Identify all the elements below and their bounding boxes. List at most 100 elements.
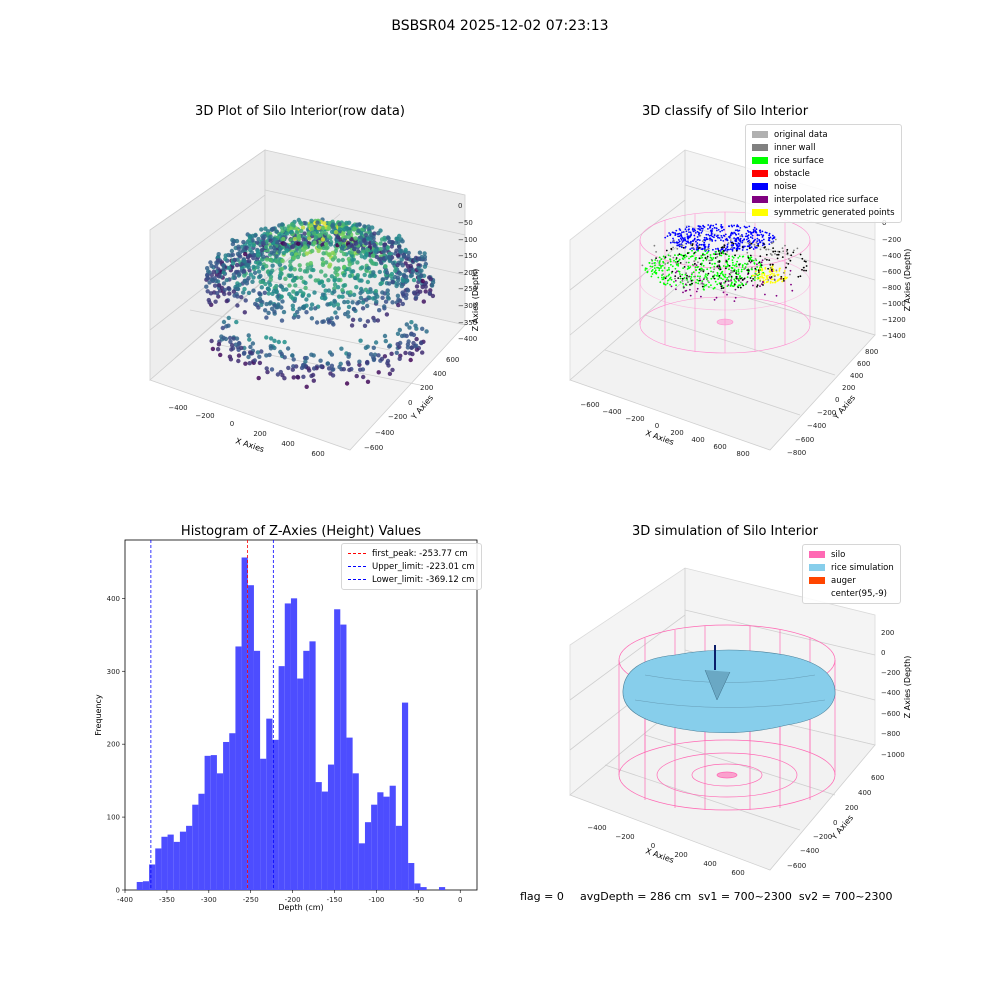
z-tick: −300 [458, 302, 477, 310]
classified-point [730, 266, 733, 269]
x-tick: −200 [615, 833, 634, 841]
classified-point [733, 268, 736, 271]
classified-point [677, 270, 680, 273]
classified-point [720, 224, 723, 226]
classified-point [805, 260, 807, 263]
legend-item: center(95,-9) [809, 587, 894, 600]
scatter-point [314, 320, 320, 325]
classified-point [711, 230, 713, 232]
scatter-point [264, 315, 269, 320]
classified-point [734, 288, 737, 291]
classified-point [789, 273, 791, 276]
classified-point [744, 245, 746, 248]
classified-point [676, 270, 678, 273]
scatter-point [274, 258, 279, 264]
classified-point [732, 285, 735, 288]
x-tick: 600 [311, 450, 324, 458]
scatter-point [354, 285, 359, 290]
scatter-point [399, 257, 404, 262]
classified-point [689, 248, 692, 251]
classified-point [712, 253, 715, 255]
classified-point [759, 285, 761, 288]
classified-point [699, 225, 702, 228]
histogram-bar [346, 737, 353, 890]
y-tick-label: 0 [116, 887, 120, 895]
classified-point [746, 226, 748, 229]
classified-point [695, 269, 697, 271]
classified-point [764, 258, 767, 260]
classified-point [731, 225, 734, 228]
x-tick: 200 [253, 430, 266, 438]
classified-point [687, 261, 690, 264]
scatter-point [408, 357, 413, 363]
scatter-point [230, 241, 236, 247]
scatter-point [376, 231, 381, 236]
scatter-point [336, 258, 341, 263]
classified-point [739, 284, 741, 287]
scatter-point [387, 371, 393, 376]
scatter-point [246, 333, 251, 338]
classified-point [747, 255, 749, 257]
classified-point [771, 272, 773, 275]
classified-point [741, 255, 744, 258]
scatter-point [320, 292, 326, 297]
scatter-point [358, 367, 363, 372]
scatter-point [285, 346, 291, 351]
classified-point [701, 230, 704, 232]
classified-point [710, 234, 712, 237]
classified-point [772, 247, 774, 249]
scatter-point [382, 333, 388, 339]
classified-point [693, 263, 696, 265]
scatter-point [420, 278, 425, 284]
classified-point [651, 265, 654, 268]
classified-point [680, 234, 683, 237]
scatter-point [414, 284, 420, 289]
classified-point [731, 255, 734, 258]
classified-point [721, 236, 724, 239]
x-tick: 600 [731, 869, 744, 877]
y-tick: 800 [865, 348, 878, 356]
classified-point [720, 248, 723, 251]
scatter-point [332, 289, 337, 294]
scatter-point [400, 278, 406, 283]
scatter-point [289, 265, 294, 270]
classified-point [698, 271, 700, 274]
classified-point [735, 233, 737, 236]
classified-point [747, 237, 750, 240]
histogram-bar [389, 785, 396, 890]
classified-point [782, 278, 785, 280]
scatter-point [347, 273, 353, 279]
scatter-point [342, 238, 347, 243]
histogram-bar [297, 678, 304, 890]
classified-point [730, 278, 733, 281]
scatter-point [268, 300, 273, 305]
classified-point [696, 244, 698, 247]
legend-item: first_peak: -253.77 cm [348, 547, 475, 560]
scatter-point [342, 265, 347, 270]
scatter-point [349, 250, 354, 255]
classified-point [696, 236, 699, 238]
legend-swatch [752, 131, 768, 138]
classified-point [753, 226, 756, 229]
scatter-point [284, 248, 290, 253]
scatter-point [262, 234, 267, 239]
scatter-point [212, 283, 218, 288]
scatter-point [291, 375, 296, 380]
classified-point [658, 256, 661, 259]
classified-point [753, 262, 756, 264]
scatter-point [231, 275, 236, 280]
scatter-point [401, 254, 407, 259]
scatter-point [282, 242, 288, 247]
classified-point [765, 248, 767, 251]
classified-point [785, 266, 787, 269]
scatter-point [295, 375, 301, 380]
classified-point [715, 223, 717, 226]
classified-point [759, 241, 762, 243]
classified-point [718, 265, 721, 268]
y-tick: 200 [420, 384, 433, 392]
z-tick: −1200 [882, 316, 906, 324]
scatter-point [364, 297, 369, 302]
x-tick-label: -50 [413, 896, 424, 904]
scatter-point [423, 289, 428, 294]
classified-point [765, 253, 768, 256]
